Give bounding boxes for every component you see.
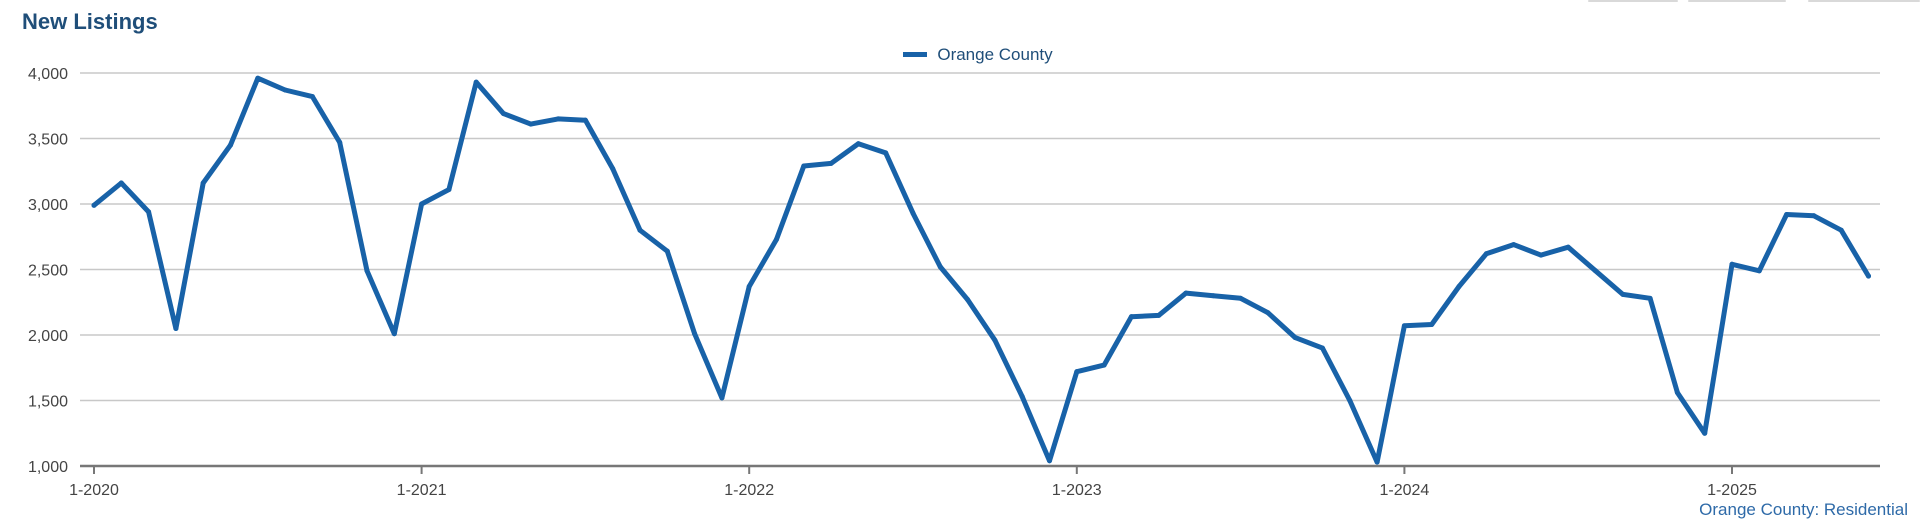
data-point — [1565, 244, 1571, 250]
data-point — [364, 268, 370, 274]
toolbar-button-1[interactable] — [1588, 0, 1678, 2]
y-tick-label: 2,500 — [28, 263, 68, 280]
data-point — [637, 227, 643, 233]
data-point — [1265, 310, 1271, 316]
data-point — [1074, 369, 1080, 375]
data-point — [965, 297, 971, 303]
data-point — [1456, 284, 1462, 290]
y-tick-label: 4,000 — [28, 66, 68, 83]
data-point — [610, 166, 616, 172]
data-point — [91, 202, 97, 208]
data-point — [1292, 335, 1298, 341]
data-point — [1674, 390, 1680, 396]
data-point — [255, 75, 261, 81]
series-layer — [91, 75, 1871, 465]
data-point — [337, 139, 343, 145]
data-point — [1320, 345, 1325, 351]
legend-label: Orange County — [937, 44, 1053, 64]
legend-item-orange-county[interactable]: Orange County — [903, 44, 1053, 65]
data-point — [746, 284, 752, 290]
data-point — [828, 160, 834, 166]
data-point — [1838, 227, 1844, 233]
data-point — [473, 79, 479, 85]
data-point — [118, 180, 124, 186]
data-point — [1019, 394, 1025, 400]
data-point — [1401, 323, 1407, 329]
data-point — [1729, 261, 1735, 267]
data-point — [228, 142, 233, 148]
data-point — [1374, 459, 1380, 465]
data-point — [528, 121, 534, 127]
x-tick-label: 1-2024 — [1379, 482, 1429, 499]
data-point — [1101, 362, 1107, 368]
data-point — [582, 117, 588, 123]
source-label: Orange County: Residential — [1699, 500, 1908, 519]
data-point — [200, 180, 206, 186]
data-point — [855, 141, 861, 147]
data-point — [992, 337, 998, 343]
chart-title: New Listings — [22, 9, 158, 34]
grid-layer — [80, 72, 1880, 402]
data-point — [719, 395, 725, 401]
data-point — [1620, 291, 1626, 297]
toolbar-button-3[interactable] — [1808, 0, 1920, 2]
data-point — [801, 163, 807, 169]
data-point — [501, 111, 506, 117]
data-point — [1183, 290, 1189, 296]
y-tick-label: 3,000 — [28, 197, 68, 214]
toolbar-button-2[interactable] — [1688, 0, 1786, 2]
data-point — [1429, 322, 1435, 328]
data-point — [1866, 273, 1871, 279]
x-tick-label: 1-2020 — [69, 482, 119, 499]
data-point — [1811, 213, 1817, 219]
data-point — [1210, 293, 1216, 299]
y-tick-label: 2,000 — [28, 328, 68, 345]
data-point — [1538, 252, 1544, 258]
data-point — [173, 325, 179, 331]
x-tick-label: 1-2021 — [397, 482, 447, 499]
data-point — [1647, 295, 1653, 301]
data-point — [1756, 268, 1762, 274]
data-point — [937, 264, 943, 270]
data-point — [1483, 251, 1489, 257]
data-point — [282, 87, 288, 93]
data-point — [309, 94, 315, 100]
series-line-orange-county — [91, 75, 1871, 465]
data-point — [1156, 312, 1162, 318]
legend-swatch — [903, 52, 928, 57]
data-point — [1593, 268, 1598, 274]
data-point — [1238, 295, 1244, 301]
data-point — [664, 248, 670, 254]
y-tick-label: 3,500 — [28, 132, 68, 149]
data-point — [446, 187, 452, 193]
y-tick-label: 1,000 — [28, 459, 68, 476]
data-point — [692, 331, 698, 337]
data-point — [910, 210, 916, 216]
data-point — [1702, 430, 1708, 436]
data-point — [774, 236, 779, 242]
x-tick-label: 1-2023 — [1052, 482, 1102, 499]
axis-layer — [80, 464, 1880, 474]
chart-legend: Orange County — [0, 42, 1920, 65]
data-point — [1128, 314, 1134, 320]
data-point — [391, 331, 397, 337]
x-tick-label: 1-2025 — [1707, 482, 1757, 499]
data-point — [1047, 458, 1052, 464]
x-tick-label: 1-2022 — [724, 482, 774, 499]
data-point — [1784, 211, 1790, 217]
y-tick-label: 1,500 — [28, 394, 68, 411]
data-point — [146, 209, 152, 215]
data-point — [883, 150, 889, 156]
data-point — [1347, 398, 1353, 403]
data-point — [555, 116, 561, 122]
data-point — [1511, 242, 1517, 248]
label-layer: 1,000 1,500 2,000 2,500 3,000 3,500 4,000 1-202… — [28, 66, 1757, 499]
data-point — [419, 201, 425, 207]
